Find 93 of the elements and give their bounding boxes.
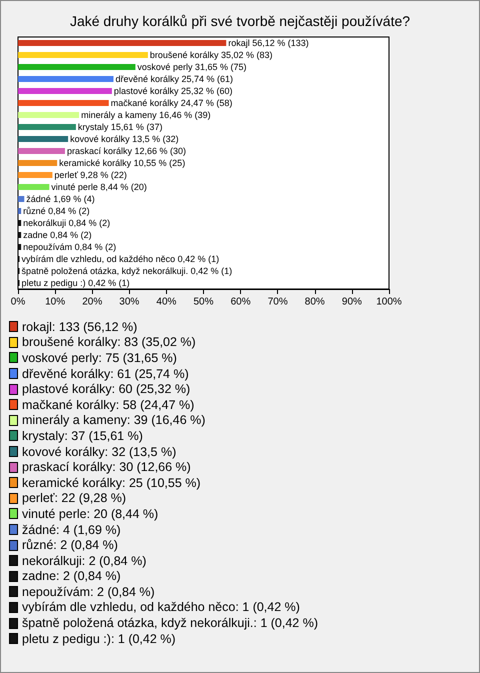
annotation: 13,5 % (32) [132,134,179,144]
annotation: 8,44 % (20) [100,182,147,192]
bar [18,100,109,106]
annotation: 9,28 % (22) [80,170,127,180]
x-tick-label: 70% [268,296,288,308]
annotation: 0,84 % (2) [48,206,90,216]
bar [18,172,52,178]
text: keramické korálky: 25 (10,55 %) [22,476,201,490]
y-tick-label: mačkané korálky [110,98,179,108]
text: dřevěné korálky: 61 (25,74 %) [22,366,189,381]
bar [18,196,24,202]
x-tick-label: 30% [119,296,140,308]
bar [18,148,65,154]
y-tick-label: praskací korálky [66,146,132,156]
annotation: 0,84 % (2) [50,230,92,240]
x-tick-label: 10% [45,296,66,308]
bar [18,64,136,70]
annotation: 25,32 % (60) [180,86,232,96]
annotation: 10,55 % (25) [134,158,186,168]
y-tick-label: vinuté perle [51,182,98,192]
y-tick-label: minerály a kameny [81,110,158,120]
x-tick-label: 100% [376,296,402,308]
bar [18,40,226,46]
y-tick-label: různé [23,206,46,216]
annotation: 12,66 % (30) [134,146,186,156]
x-tick-label: 40% [156,296,177,308]
annotation: 56,12 % (133) [252,38,309,48]
annotation: 16,46 % (39) [159,110,211,120]
text: nepoužívám: 2 (0,84 %) [22,584,155,599]
bar [18,220,22,226]
bar [18,208,22,214]
y-tick-label: nepoužívám [23,242,72,252]
text: různé: 2 (0,84 %) [22,538,118,552]
text: rokajl: 133 (56,12 %) [22,320,138,334]
text: broušené korálky: 83 (35,02 %) [22,335,196,350]
text: zadne: 2 (0,84 %) [22,569,121,584]
text: plastové korálky: 60 (25,32 %) [22,382,190,396]
y-tick-label: plastové korálky [114,86,179,96]
y-tick-label: perleť [54,170,78,180]
y-tick-label: nekorálkuji [23,218,66,228]
bar [18,136,68,142]
annotation: 25,74 % (61) [182,74,234,84]
y-tick-label: krystaly [78,122,109,132]
y-tick-label: keramické korálky [59,158,132,168]
x-tick-label: 60% [230,296,251,308]
text: pletu z pedigu :): 1 (0,42 %) [22,632,176,646]
text: krystaly: 37 (15,61 %) [22,428,143,443]
annotation: 1,69 % (4) [53,194,95,204]
annotation: 0,84 % (2) [68,218,110,228]
bar [18,52,148,58]
bar [18,232,22,238]
annotation: 31,65 % (75) [194,62,246,72]
bar [18,88,112,94]
bar [18,184,50,190]
annotation: 24,47 % (58) [180,98,232,108]
text: nekorálkuji: 2 (0,84 %) [22,554,146,568]
annotation: 0,84 % (2) [74,242,116,252]
text: kovové korálky: 32 (13,5 %) [22,444,176,459]
y-tick-label: broušené korálky [150,50,219,60]
text: praskací korálky: 30 (12,66 %) [22,460,191,474]
text: minerály a kameny: 39 (16,46 %) [22,413,206,428]
x-tick-label: 20% [82,296,102,308]
annotation: 0,42 % (1) [178,254,220,264]
bar [18,160,58,166]
y-tick-label: kovové korálky [70,134,130,144]
y-tick-label: vybírám dle vzhledu, od každého něco [22,254,176,264]
bar [18,124,76,130]
bar [18,244,22,250]
text: mačkané korálky: 58 (24,47 %) [22,398,194,412]
annotation: 35,02 % (83) [220,50,272,60]
annotation: 0,42 % (1) [88,278,130,288]
x-tick-label: 0% [10,296,26,308]
y-tick-label: zadne [23,230,48,240]
y-tick-label: žádné [26,194,51,204]
text: vinuté perle: 20 (8,44 %) [22,506,158,521]
chart-title: Jaké druhy korálků při své tvorbě nejčastěji používáte? [70,13,410,29]
text: perleť: 22 (9,28 %) [22,491,126,506]
x-tick-label: 80% [304,296,325,308]
y-tick-label: špatně položená otázka, když nekorálkuji. [22,266,188,276]
y-tick-label: voskové perly [137,62,193,72]
text: vybírám dle vzhledu, od každého něco: 1 (0,42 %) [22,600,300,614]
bar [18,76,114,82]
text: špatně položená otázka, když nekorálkuji.: 1 (0,42 %) [22,616,318,630]
x-tick-label: 90% [342,296,362,308]
annotation: 0,42 % (1) [190,266,232,276]
annotation: 15,61 % (37) [110,122,162,132]
y-tick-label: dřevěné korálky [115,74,180,84]
text: žádné: 4 (1,69 %) [22,522,121,537]
bar [18,112,80,118]
text: voskové perly: 75 (31,65 %) [22,350,177,365]
x-tick-label: 50% [193,296,214,308]
y-tick-label: rokajl [228,38,250,48]
y-tick-label: pletu z pedigu :) [22,278,86,288]
